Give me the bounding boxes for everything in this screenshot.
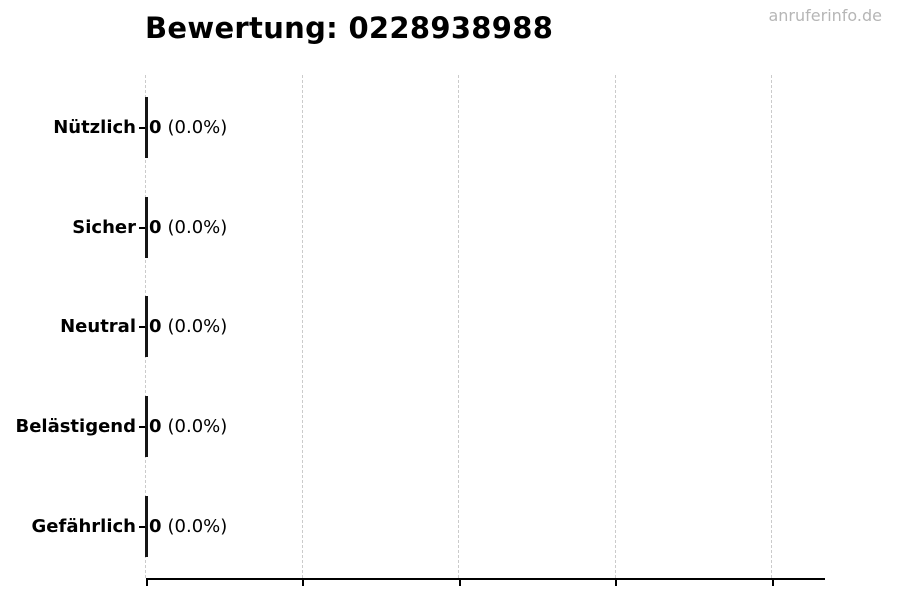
value-label: 0 (0.0%) (149, 415, 227, 439)
zero-value-bar (145, 97, 148, 158)
value-label: 0 (0.0%) (149, 116, 227, 140)
value-percent: (0.0%) (167, 316, 228, 337)
zero-value-bar (145, 396, 148, 457)
category-label: Gefährlich (31, 516, 136, 537)
x-axis-line (146, 578, 825, 580)
value-count: 0 (149, 316, 162, 337)
value-count: 0 (149, 416, 162, 437)
value-percent: (0.0%) (167, 217, 228, 238)
y-axis-tick (139, 426, 146, 428)
value-label: 0 (0.0%) (149, 216, 227, 240)
watermark-text: anruferinfo.de (768, 6, 882, 25)
category-label: Nützlich (53, 117, 136, 138)
zero-value-bar (145, 296, 148, 357)
x-axis-tick (146, 580, 148, 586)
category-label: Sicher (72, 217, 136, 238)
value-percent: (0.0%) (167, 516, 228, 537)
value-label: 0 (0.0%) (149, 315, 227, 339)
gridline (771, 75, 772, 578)
y-axis-tick (139, 127, 146, 129)
value-count: 0 (149, 516, 162, 537)
chart-title: Bewertung: 0228938988 (145, 11, 554, 45)
y-axis-tick (139, 326, 146, 328)
gridline (458, 75, 459, 578)
x-axis-tick (615, 580, 617, 586)
gridline (615, 75, 616, 578)
value-count: 0 (149, 117, 162, 138)
x-axis-tick (302, 580, 304, 586)
gridline (302, 75, 303, 578)
category-label: Neutral (60, 316, 136, 337)
value-label: 0 (0.0%) (149, 515, 227, 539)
category-label: Belästigend (15, 416, 136, 437)
zero-value-bar (145, 496, 148, 557)
value-percent: (0.0%) (167, 117, 228, 138)
value-count: 0 (149, 217, 162, 238)
value-percent: (0.0%) (167, 416, 228, 437)
x-axis-tick (459, 580, 461, 586)
x-axis-tick (772, 580, 774, 586)
y-axis-tick (139, 227, 146, 229)
y-axis-tick (139, 526, 146, 528)
zero-value-bar (145, 197, 148, 258)
